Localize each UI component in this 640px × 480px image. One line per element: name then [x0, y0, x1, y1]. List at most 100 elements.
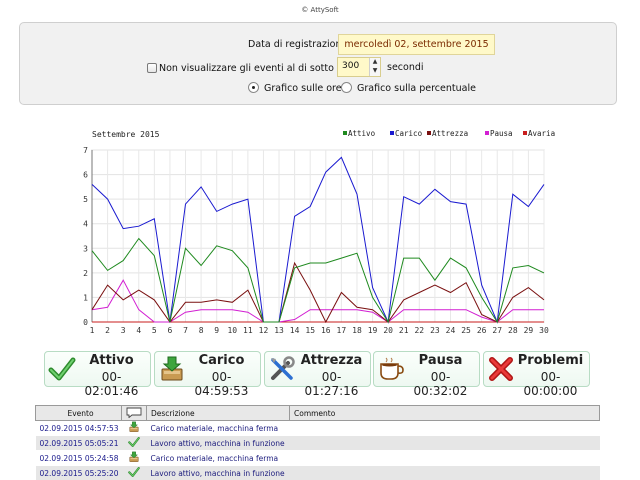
- x-tick-label: 19: [368, 326, 378, 335]
- chart-title: Settembre 2015: [92, 130, 160, 139]
- legend-label-attrezza: Attrezza: [432, 129, 468, 138]
- y-tick-label: 3: [83, 244, 88, 253]
- status-card-attrezza[interactable]: Attrezza 00-01:27:16: [264, 351, 371, 398]
- event-comment[interactable]: [289, 420, 600, 436]
- date-picker[interactable]: mercoledì 02, settembre 2015: [338, 34, 495, 55]
- event-time: 02.09.2015 05:05:21: [35, 435, 122, 451]
- radio-hours[interactable]: [248, 82, 259, 93]
- legend-label-carico: Carico: [395, 129, 423, 138]
- event-type-cell: [121, 465, 147, 480]
- status-label: Problemi: [517, 353, 584, 368]
- copyright: © AttySoft: [301, 6, 339, 14]
- col-icon-header[interactable]: [121, 405, 147, 421]
- load-icon: [158, 355, 186, 383]
- x-tick-label: 12: [259, 326, 269, 335]
- status-card-pausa[interactable]: Pausa 00-00:32:02: [373, 351, 480, 398]
- y-tick-label: 5: [83, 195, 88, 204]
- status-card-carico[interactable]: Carico 00-04:59:53: [154, 351, 261, 398]
- table-row[interactable]: 02.09.2015 05:05:21 Lavoro attivo, macch…: [35, 435, 600, 451]
- status-time: 00-01:27:16: [304, 370, 359, 398]
- x-tick-label: 30: [539, 326, 549, 335]
- radio-percent[interactable]: [341, 82, 352, 93]
- x-tick-label: 21: [399, 326, 409, 335]
- load-icon: [128, 451, 140, 465]
- event-comment[interactable]: [289, 435, 600, 451]
- spin-down-icon[interactable]: ▼: [372, 67, 378, 74]
- x-tick-label: 28: [508, 326, 518, 335]
- x-tick-label: 3: [121, 326, 126, 335]
- x-tick-label: 15: [305, 326, 315, 335]
- table-row[interactable]: 02.09.2015 05:25:20 Lavoro attivo, macch…: [35, 465, 600, 480]
- comment-bubble-icon: [126, 407, 142, 418]
- legend-swatch: [343, 131, 347, 135]
- hide-events-label: Non visualizzare gli eventi al di sotto …: [159, 63, 352, 74]
- check-icon: [48, 355, 76, 383]
- filter-panel: Data di registrazione mercoledì 02, sett…: [19, 22, 617, 105]
- legend-swatch: [523, 131, 527, 135]
- event-description[interactable]: Lavoro attivo, macchina in funzione: [146, 435, 290, 451]
- seconds-value[interactable]: 300: [342, 61, 360, 71]
- series-line-attivo: [91, 237, 545, 324]
- events-table: Evento Descrizione Commento 02.09.2015 0…: [35, 405, 600, 480]
- table-row[interactable]: 02.09.2015 04:57:53 Carico materiale, ma…: [35, 420, 600, 436]
- y-tick-label: 1: [83, 293, 88, 302]
- x-tick-label: 24: [446, 326, 456, 335]
- col-event-header[interactable]: Evento: [35, 405, 122, 421]
- radio-hours-label: Grafico sulle ore: [264, 83, 342, 94]
- x-tick-label: 27: [492, 326, 502, 335]
- event-time: 02.09.2015 05:25:20: [35, 465, 122, 480]
- load-icon: [128, 421, 140, 435]
- status-card-problemi[interactable]: Problemi 00-00:00:00: [483, 351, 590, 398]
- cross-icon: [487, 355, 515, 383]
- x-tick-label: 23: [430, 326, 440, 335]
- x-tick-label: 6: [168, 326, 173, 335]
- col-comment-header[interactable]: Commento: [289, 405, 600, 421]
- event-description[interactable]: Lavoro attivo, macchina in funzione: [146, 465, 290, 480]
- x-tick-label: 9: [214, 326, 219, 335]
- tools-icon: [268, 355, 296, 383]
- status-card-attivo[interactable]: Attivo 00-02:01:46: [44, 351, 151, 398]
- x-tick-label: 25: [461, 326, 471, 335]
- x-tick-label: 5: [152, 326, 157, 335]
- event-time: 02.09.2015 05:24:58: [35, 450, 122, 466]
- seconds-spinner[interactable]: 300 ▲ ▼: [337, 57, 381, 77]
- event-time: 02.09.2015 04:57:53: [35, 420, 122, 436]
- legend-swatch: [485, 131, 489, 135]
- x-tick-label: 7: [183, 326, 188, 335]
- x-tick-label: 4: [136, 326, 141, 335]
- event-description[interactable]: Carico materiale, macchina ferma: [146, 420, 290, 436]
- radio-percent-label: Grafico sulla percentuale: [357, 83, 476, 94]
- date-label: Data di registrazione: [248, 39, 348, 50]
- event-type-cell: [121, 435, 147, 451]
- hide-events-checkbox[interactable]: [147, 63, 157, 73]
- coffee-cup-icon: [377, 355, 405, 383]
- col-desc-header[interactable]: Descrizione: [146, 405, 290, 421]
- legend-swatch: [390, 131, 394, 135]
- y-tick-label: 0: [83, 318, 88, 327]
- event-comment[interactable]: [289, 465, 600, 480]
- x-tick-label: 20: [383, 326, 393, 335]
- x-tick-label: 14: [290, 326, 300, 335]
- legend-label-pausa: Pausa: [490, 129, 513, 138]
- plot-area: [91, 149, 545, 323]
- status-time: 00-00:32:02: [413, 370, 468, 398]
- status-time: 00-04:59:53: [194, 370, 249, 398]
- event-type-cell: [121, 420, 147, 436]
- legend-label-avaria: Avaria: [528, 129, 555, 138]
- status-label: Attrezza: [300, 353, 363, 368]
- x-tick-label: 1: [90, 326, 95, 335]
- status-label: Attivo: [89, 353, 134, 368]
- spin-up-icon[interactable]: ▲: [372, 58, 378, 65]
- y-tick-label: 4: [83, 220, 88, 229]
- check-icon: [128, 466, 140, 480]
- x-tick-label: 26: [477, 326, 487, 335]
- event-description[interactable]: Carico materiale, macchina ferma: [146, 450, 290, 466]
- x-tick-label: 18: [352, 326, 362, 335]
- status-time: 00-02:01:46: [84, 370, 139, 398]
- event-comment[interactable]: [289, 450, 600, 466]
- table-row[interactable]: 02.09.2015 05:24:58 Carico materiale, ma…: [35, 450, 600, 466]
- series-line-attrezza: [91, 261, 545, 324]
- series-line-carico: [91, 156, 545, 324]
- seconds-unit: secondi: [387, 62, 424, 73]
